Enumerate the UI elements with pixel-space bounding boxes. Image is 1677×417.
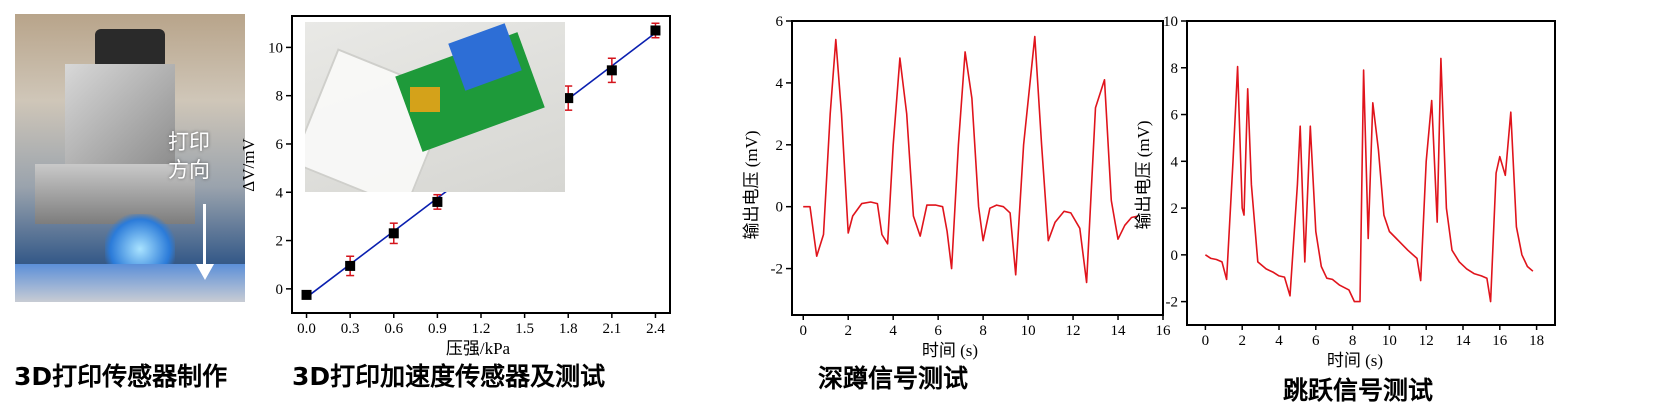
x-tick-label: 18 (1529, 333, 1544, 349)
y-tick-label: 10 (1163, 14, 1178, 30)
x-tick-label: 2 (1238, 333, 1246, 349)
x-tick-label: 8 (979, 323, 987, 339)
y-tick-label: -2 (771, 262, 784, 278)
sensor-inset-photo (305, 22, 565, 192)
chart-2: 0 2 4 6 8 10 12 14 16 -2 0 2 4 6 输出电压 (mV) 时间 (s) (742, 14, 1171, 360)
x-axis-label: 时间 (s) (922, 341, 978, 360)
print-direction-label: 打印 方向 (168, 128, 210, 184)
x-tick-label: 0.0 (297, 321, 316, 337)
data-point (650, 25, 661, 36)
x-axis-label: 压强/kPa (446, 339, 511, 358)
x-tick-label: 0.6 (384, 321, 403, 337)
y-tick-label: 8 (1171, 61, 1179, 77)
y-axis-label: 输出电压 (mV) (1134, 120, 1153, 229)
y-tick-label: -2 (1166, 295, 1179, 311)
x-tick-label: 1.2 (472, 321, 491, 337)
y-tick-label: 8 (276, 89, 284, 105)
x-tick-label: 16 (1492, 333, 1508, 349)
y-tick-label: 6 (1171, 108, 1179, 124)
chart-1: 0.0 0.3 0.6 0.9 1.2 1.5 1.8 2.1 2.4 0 2 4 6 8 10 ΔV/mV 压… (239, 15, 671, 358)
plot-frame (1186, 20, 1556, 326)
arrow-head-icon (196, 264, 214, 280)
x-axis-label: 时间 (s) (1327, 351, 1383, 370)
data-point (563, 93, 574, 104)
x-tick-label: 14 (1456, 333, 1472, 349)
x-tick-label: 0.3 (341, 321, 360, 337)
printer-knob (95, 29, 165, 69)
y-tick-label: 6 (276, 137, 284, 153)
data-point (432, 196, 443, 207)
x-tick-label: 1.5 (515, 321, 534, 337)
caption-jump: 跳跃信号测试 (1283, 376, 1434, 405)
data-point (345, 260, 356, 271)
x-tick-label: 10 (1382, 333, 1397, 349)
print-head (65, 64, 175, 174)
y-tick-label: 4 (776, 76, 784, 92)
print-direction-arrow (203, 204, 206, 269)
y-tick-label: 0 (776, 200, 784, 216)
y-tick-label: 2 (776, 138, 784, 154)
annotation-line-1: 打印 (168, 130, 210, 154)
data-point (606, 65, 617, 76)
y-tick-label: 4 (276, 185, 284, 201)
kapton-tape (410, 87, 440, 112)
y-tick-label: 4 (1171, 154, 1179, 170)
caption-accelerometer: 3D打印加速度传感器及测试 (292, 362, 606, 391)
x-tick-label: 0 (799, 323, 807, 339)
y-tick-label: 0 (276, 282, 284, 298)
x-tick-label: 14 (1111, 323, 1127, 339)
x-tick-label: 8 (1349, 333, 1357, 349)
x-tick-label: 6 (934, 323, 942, 339)
signal-line (803, 35, 1139, 284)
y-tick-label: 0 (1171, 248, 1179, 264)
x-tick-label: 6 (1312, 333, 1320, 349)
x-tick-label: 1.8 (559, 321, 578, 337)
x-tick-label: 4 (1275, 333, 1283, 349)
y-tick-label: 6 (776, 14, 784, 30)
caption-fabrication: 3D打印传感器制作 (14, 362, 228, 391)
y-axis-label: 输出电压 (mV) (742, 130, 761, 239)
chart-3: 0 2 4 6 8 10 12 14 16 18 -2 0 2 4 6 8 10 输出电压 (mV) 时间 (s) (1134, 14, 1556, 370)
x-tick-label: 12 (1066, 323, 1081, 339)
x-tick-label: 2.4 (646, 321, 665, 337)
y-tick-label: 2 (276, 234, 284, 250)
signal-line (1204, 57, 1534, 303)
y-tick-label: 10 (268, 40, 283, 56)
x-tick-label: 2 (844, 323, 852, 339)
x-tick-label: 2.1 (602, 321, 621, 337)
y-axis-label: ΔV/mV (239, 138, 258, 192)
x-tick-label: 0.9 (428, 321, 447, 337)
caption-squat: 深蹲信号测试 (818, 364, 969, 393)
x-tick-label: 10 (1021, 323, 1036, 339)
data-point (388, 228, 399, 239)
x-tick-label: 4 (889, 323, 897, 339)
x-tick-label: 0 (1202, 333, 1210, 349)
annotation-line-2: 方向 (168, 158, 210, 182)
x-tick-label: 12 (1419, 333, 1434, 349)
x-tick-label: 16 (1156, 323, 1172, 339)
plot-frame (791, 20, 1164, 316)
y-tick-label: 2 (1171, 201, 1179, 217)
printer-photo (15, 14, 245, 302)
data-point (301, 289, 312, 300)
